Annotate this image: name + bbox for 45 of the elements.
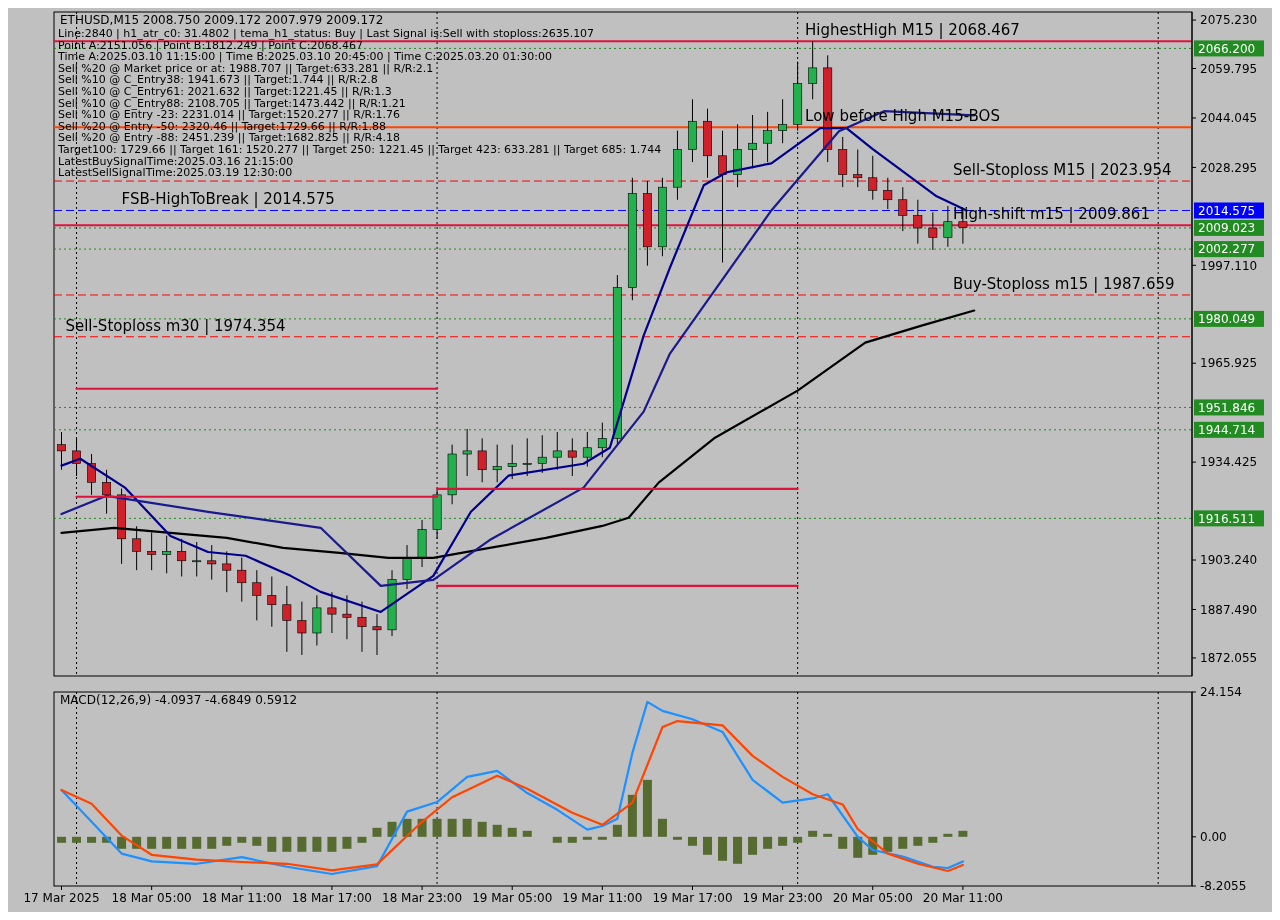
x-tick-label: 17 Mar 2025 <box>23 891 100 905</box>
y-tick-label: 2044.045 <box>1200 111 1258 126</box>
y-tick-label: 1887.490 <box>1200 602 1258 617</box>
ref-line-label: 1916.511 <box>1198 511 1256 526</box>
y-tick-label: 0.00 <box>1200 830 1227 845</box>
annotation: Sell %20 @ Market price or at: 1988.707 || Target:633.281 || R/R:2.1 <box>58 61 434 75</box>
ref-line-label: Sell-Stoploss m30 | 1974.354 <box>65 316 286 335</box>
y-tick-label: -8.2055 <box>1200 879 1247 894</box>
annotation: Sell %10 @ C_Entry38: 1941.673 || Target:1.744 || R/R:2.8 <box>58 73 378 87</box>
x-tick-label: 19 Mar 11:00 <box>562 891 643 905</box>
y-tick-label: 1872.055 <box>1200 651 1258 666</box>
ref-line-label: 2002.277 <box>1198 242 1256 257</box>
y-tick-label: 2028.295 <box>1200 160 1258 175</box>
y-tick-label: 1934.425 <box>1200 455 1258 470</box>
y-tick-label: 2059.795 <box>1200 61 1258 76</box>
x-tick-label: 18 Mar 17:00 <box>291 891 372 905</box>
y-tick-label: 1965.925 <box>1200 356 1258 371</box>
y-tick-label: 1903.240 <box>1200 553 1258 568</box>
annotation: FSB-HighToBreak | 2014.575 <box>121 190 335 209</box>
ref-line-label: 1944.714 <box>1198 423 1256 438</box>
ref-line-label: 1980.049 <box>1198 312 1256 327</box>
ref-line-label: 2066.200 <box>1198 41 1256 56</box>
chart-title: ETHUSD,M15 2008.750 2009.172 2007.979 2009.172 <box>60 13 384 27</box>
ref-line-label: 2009.023 <box>1198 221 1256 236</box>
annotation: Point A:2151.056 | Point B:1812.249 | Point C:2068.467 <box>58 38 363 52</box>
annotation: LatestBuySignalTime:2025.03.16 21:15:00 <box>58 154 294 168</box>
x-tick-label: 19 Mar 23:00 <box>742 891 823 905</box>
x-tick-label: 20 Mar 05:00 <box>832 891 913 905</box>
chart-title: MACD(12,26,9) -4.0937 -4.6849 0.5912 <box>60 693 298 707</box>
x-tick-label: 19 Mar 05:00 <box>472 891 553 905</box>
x-tick-label: 18 Mar 23:00 <box>382 891 463 905</box>
y-tick-label: 2075.230 <box>1200 13 1258 28</box>
x-tick-label: 18 Mar 05:00 <box>111 891 192 905</box>
ref-line-label: HighestHigh M15 | 2068.467 <box>805 21 1020 40</box>
y-tick-label: 1997.110 <box>1200 258 1258 273</box>
y-tick-label: 24.154 <box>1200 685 1242 700</box>
annotation: Line:2840 | h1_atr_c0: 31.4802 | tema_h1_status: Buy | Last Signal is:Sell with stoploss:2635.107 <box>58 27 595 40</box>
ref-line-label: Sell-Stoploss M15 | 2023.954 <box>953 161 1172 180</box>
x-tick-label: 20 Mar 11:00 <box>922 891 1003 905</box>
ref-line-label: 2014.575 <box>1198 203 1256 218</box>
ref-line-label: Buy-Stoploss m15 | 1987.659 <box>953 275 1175 293</box>
annotation: LatestSellSignalTime:2025.03.19 12:30:00 <box>58 166 293 180</box>
x-tick-label: 18 Mar 11:00 <box>201 891 282 905</box>
x-tick-label: 19 Mar 17:00 <box>652 891 733 905</box>
ref-line-label: 1951.846 <box>1198 400 1256 415</box>
